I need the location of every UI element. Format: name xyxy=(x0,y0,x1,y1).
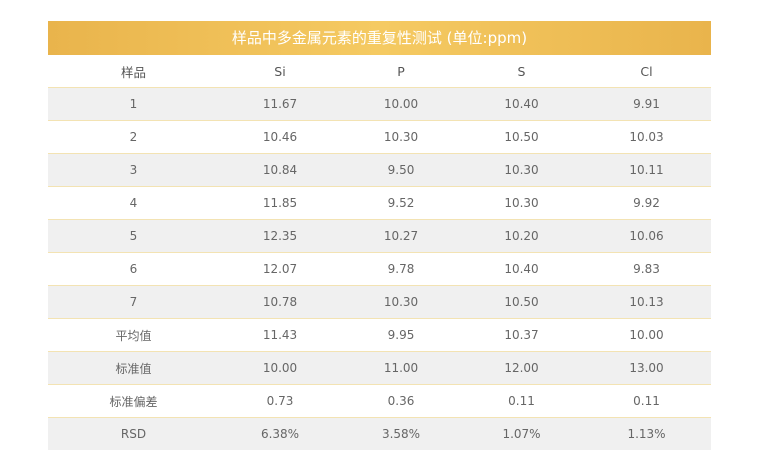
cell-cl: 10.11 xyxy=(582,153,711,187)
cell-p: 10.30 xyxy=(341,120,461,154)
table-title: 样品中多金属元素的重复性测试 (单位:ppm) xyxy=(48,21,711,55)
cell-cl: 10.06 xyxy=(582,219,711,253)
cell-si: 11.85 xyxy=(219,186,341,220)
cell-sample: 7 xyxy=(48,285,219,319)
header-si: Si xyxy=(219,55,341,88)
cell-sample: 1 xyxy=(48,87,219,121)
cell-p: 0.36 xyxy=(341,384,461,418)
header-cl: Cl xyxy=(582,55,711,88)
cell-p: 10.27 xyxy=(341,219,461,253)
cell-si: 12.35 xyxy=(219,219,341,253)
table-row: 7 10.78 10.30 10.50 10.13 xyxy=(48,285,711,319)
cell-sample: 2 xyxy=(48,120,219,154)
header-p: P xyxy=(341,55,461,88)
table-row: RSD 6.38% 3.58% 1.07% 1.13% xyxy=(48,417,711,450)
cell-p: 9.52 xyxy=(341,186,461,220)
cell-si: 10.78 xyxy=(219,285,341,319)
cell-cl: 10.13 xyxy=(582,285,711,319)
table-row: 5 12.35 10.27 10.20 10.06 xyxy=(48,219,711,253)
cell-si: 10.00 xyxy=(219,351,341,385)
cell-sample: RSD xyxy=(48,417,219,450)
cell-p: 10.00 xyxy=(341,87,461,121)
cell-p: 9.95 xyxy=(341,318,461,352)
cell-cl: 13.00 xyxy=(582,351,711,385)
cell-si: 12.07 xyxy=(219,252,341,286)
table-row: 标准值 10.00 11.00 12.00 13.00 xyxy=(48,351,711,385)
cell-s: 12.00 xyxy=(461,351,582,385)
repeatability-table: 样品中多金属元素的重复性测试 (单位:ppm) 样品 Si P S Cl 1 1… xyxy=(48,21,711,450)
cell-s: 0.11 xyxy=(461,384,582,418)
cell-p: 9.78 xyxy=(341,252,461,286)
cell-si: 0.73 xyxy=(219,384,341,418)
cell-cl: 10.00 xyxy=(582,318,711,352)
table-row: 1 11.67 10.00 10.40 9.91 xyxy=(48,87,711,121)
cell-si: 11.67 xyxy=(219,87,341,121)
cell-s: 10.30 xyxy=(461,186,582,220)
cell-s: 10.50 xyxy=(461,120,582,154)
cell-sample: 标准值 xyxy=(48,351,219,385)
cell-sample: 平均值 xyxy=(48,318,219,352)
data-table: 样品 Si P S Cl 1 11.67 10.00 10.40 9.91 2 … xyxy=(48,55,711,450)
table-row: 6 12.07 9.78 10.40 9.83 xyxy=(48,252,711,286)
table-row: 标准偏差 0.73 0.36 0.11 0.11 xyxy=(48,384,711,418)
table-row: 4 11.85 9.52 10.30 9.92 xyxy=(48,186,711,220)
header-row: 样品 Si P S Cl xyxy=(48,55,711,88)
cell-cl: 10.03 xyxy=(582,120,711,154)
cell-cl: 9.91 xyxy=(582,87,711,121)
cell-p: 11.00 xyxy=(341,351,461,385)
cell-sample: 4 xyxy=(48,186,219,220)
cell-cl: 0.11 xyxy=(582,384,711,418)
cell-s: 10.37 xyxy=(461,318,582,352)
table-row: 平均值 11.43 9.95 10.37 10.00 xyxy=(48,318,711,352)
cell-s: 10.40 xyxy=(461,87,582,121)
cell-si: 10.46 xyxy=(219,120,341,154)
cell-s: 10.30 xyxy=(461,153,582,187)
cell-si: 6.38% xyxy=(219,417,341,450)
cell-sample: 6 xyxy=(48,252,219,286)
cell-cl: 9.83 xyxy=(582,252,711,286)
cell-p: 3.58% xyxy=(341,417,461,450)
cell-sample: 5 xyxy=(48,219,219,253)
header-s: S xyxy=(461,55,582,88)
cell-p: 9.50 xyxy=(341,153,461,187)
table-row: 3 10.84 9.50 10.30 10.11 xyxy=(48,153,711,187)
cell-p: 10.30 xyxy=(341,285,461,319)
cell-cl: 1.13% xyxy=(582,417,711,450)
cell-sample: 标准偏差 xyxy=(48,384,219,418)
cell-si: 10.84 xyxy=(219,153,341,187)
cell-s: 10.50 xyxy=(461,285,582,319)
cell-si: 11.43 xyxy=(219,318,341,352)
cell-cl: 9.92 xyxy=(582,186,711,220)
header-sample: 样品 xyxy=(48,55,219,88)
cell-s: 10.40 xyxy=(461,252,582,286)
cell-s: 1.07% xyxy=(461,417,582,450)
table-row: 2 10.46 10.30 10.50 10.03 xyxy=(48,120,711,154)
cell-s: 10.20 xyxy=(461,219,582,253)
cell-sample: 3 xyxy=(48,153,219,187)
